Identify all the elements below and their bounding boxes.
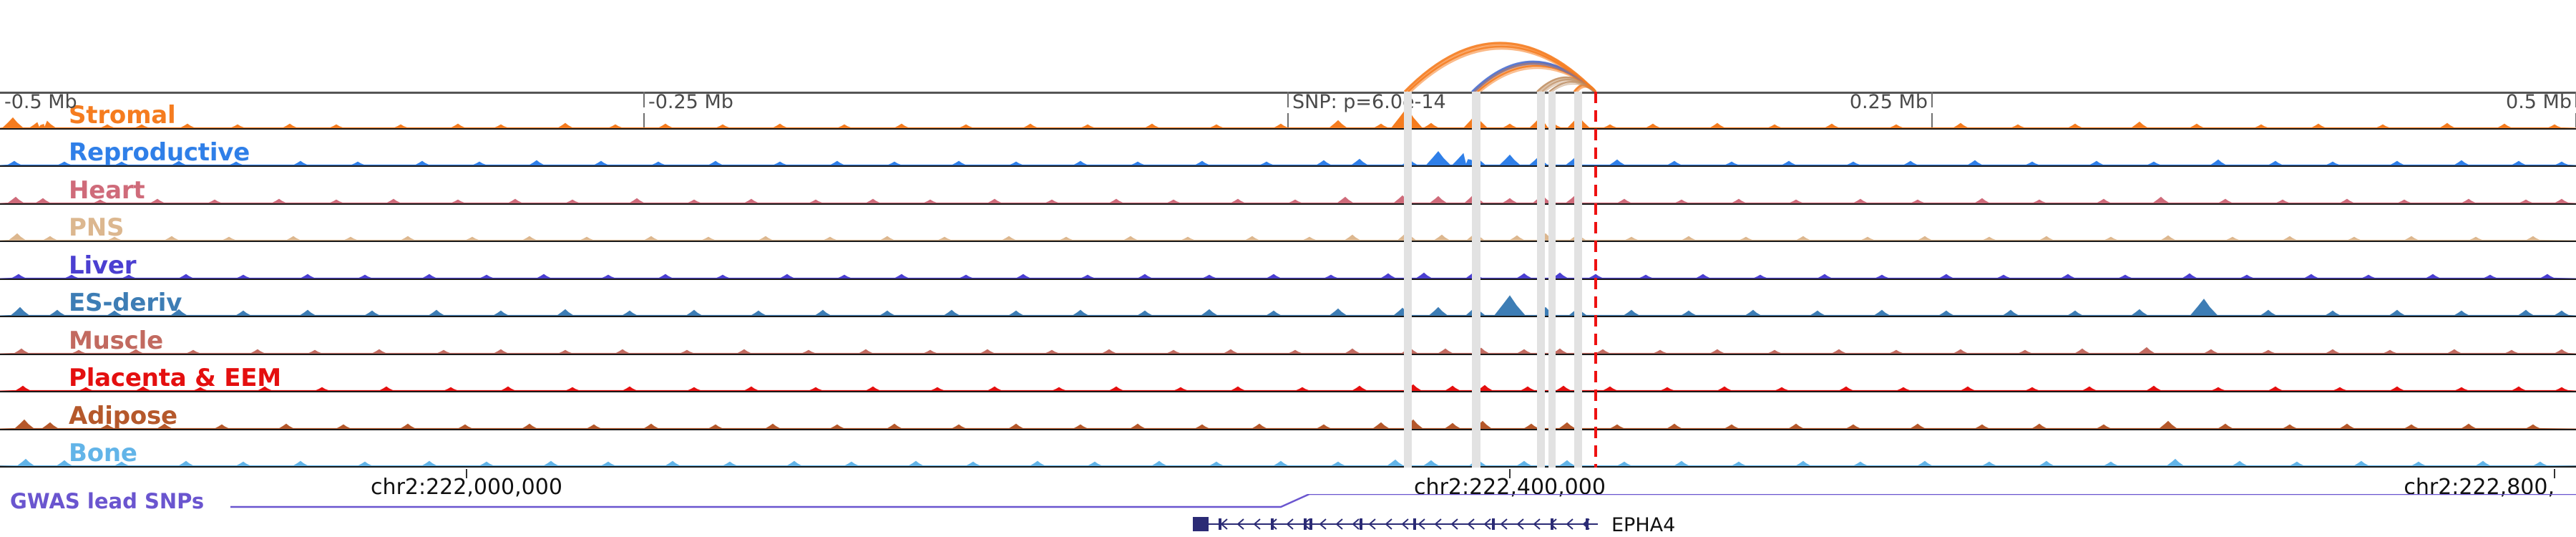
track-label-placenta-eem: Placenta & EEM (69, 364, 281, 392)
gene-strand-chevron (1352, 518, 1360, 530)
track-label-pns: PNS (69, 213, 125, 242)
track-stromal[interactable]: Stromal -0.5 Mb -0.25 Mb SNP: p=6.0e-14 0.25… (0, 92, 2576, 130)
axis-tick (1931, 113, 1933, 127)
gene-strand-chevron (1566, 518, 1574, 530)
track-baseline (0, 391, 2576, 392)
gene-strand-chevron (1286, 518, 1294, 530)
gene-strand-chevron (1385, 518, 1392, 530)
signal-profile-placenta-eem (0, 384, 2576, 391)
coordinate-label: chr2:222,000,000 (371, 475, 562, 500)
axis-tick (643, 92, 645, 107)
axis-tick-label: 0.25 Mb (1849, 91, 1928, 113)
gene-exon (1551, 518, 1553, 530)
gene-strand-chevron (1335, 518, 1343, 530)
gene-strand-chevron (1533, 518, 1541, 530)
coordinate-tick (2554, 469, 2555, 478)
track-label-bone: Bone (69, 439, 137, 468)
signal-profile-bone (0, 458, 2576, 466)
track-es-deriv[interactable]: ES-deriv (0, 280, 2576, 317)
signal-profile-reproductive (0, 151, 2576, 165)
track-placenta-eem[interactable]: Placenta & EEM (0, 355, 2576, 392)
gene-strand-chevron (1483, 518, 1491, 530)
gene-exon (1271, 518, 1274, 530)
gene-strand-chevron (1434, 518, 1442, 530)
gene-exon (1219, 518, 1221, 530)
track-baseline (0, 428, 2576, 430)
track-baseline (0, 127, 2576, 130)
axis-tick (1287, 113, 1289, 127)
axis-tick (643, 113, 645, 127)
gene-strand-chevron (1368, 518, 1376, 530)
track-label-stromal: Stromal (69, 100, 176, 130)
signal-profile-adipose (0, 419, 2576, 429)
track-label-es-deriv: ES-deriv (69, 289, 182, 317)
signal-profile-liver (0, 271, 2576, 279)
gene-strand-chevron (1500, 518, 1508, 530)
track-baseline (0, 241, 2576, 242)
signal-track-stack: Stromal -0.5 Mb -0.25 Mb SNP: p=6.0e-14 0.25… (0, 92, 2576, 468)
gene-strand-arrows (1193, 517, 1590, 531)
track-label-heart: Heart (69, 175, 145, 205)
gwas-lead-snps-label: GWAS lead SNPs (10, 489, 205, 513)
gene-model-track[interactable]: EPHA4 (0, 514, 2576, 537)
coordinate-tick (466, 469, 467, 478)
gene-strand-chevron (1450, 518, 1458, 530)
track-liver[interactable]: Liver (0, 242, 2576, 280)
track-baseline (0, 466, 2576, 468)
axis-tick-label: 0.5 Mb (2506, 91, 2572, 113)
gene-strand-chevron (1467, 518, 1475, 530)
gene-strand-chevron (1516, 518, 1524, 530)
chromatin-interaction-arcs (1403, 42, 1597, 93)
axis-tick (1287, 92, 1289, 107)
interaction-arc (1407, 44, 1596, 92)
gene-exon (1413, 518, 1416, 530)
track-heart[interactable]: Heart (0, 167, 2576, 205)
track-label-reproductive: Reproductive (69, 138, 250, 167)
gene-strand-chevron (1418, 518, 1425, 530)
signal-profile-stromal (0, 107, 2576, 128)
track-reproductive[interactable]: Reproductive (0, 130, 2576, 167)
gene-exon (1304, 518, 1307, 530)
track-pns[interactable]: PNS (0, 205, 2576, 242)
signal-profile-muscle (0, 347, 2576, 354)
axis-tick (1931, 92, 1933, 107)
gene-exon (1360, 518, 1362, 530)
gene-strand-chevron (1236, 518, 1244, 530)
gwas-snp-line (230, 494, 2576, 508)
signal-profile-pns (0, 231, 2576, 241)
track-adipose[interactable]: Adipose (0, 392, 2576, 430)
axis-tick-label: -0.25 Mb (648, 91, 733, 113)
axis-tick-label: -0.5 Mb (4, 91, 77, 113)
track-label-muscle: Muscle (69, 326, 163, 355)
axis-tick-label: SNP: p=6.0e-14 (1292, 91, 1446, 113)
track-muscle[interactable]: Muscle (0, 317, 2576, 355)
signal-profile-es-deriv (0, 295, 2576, 316)
interaction-arc (1576, 86, 1596, 92)
gwas-lead-snps-track: GWAS lead SNPs (0, 489, 2576, 516)
gwas-track-line (230, 494, 2576, 508)
gene-name-label: EPHA4 (1611, 514, 1676, 536)
gene-strand-chevron (1253, 518, 1261, 530)
track-label-adipose: Adipose (69, 401, 177, 430)
track-baseline (0, 278, 2576, 280)
track-baseline (0, 165, 2576, 167)
gene-exon (1309, 518, 1312, 530)
coordinate-tick (1509, 469, 1511, 478)
track-baseline (0, 353, 2576, 355)
gene-strand-chevron (1220, 518, 1228, 530)
gene-exon (1586, 518, 1589, 530)
gene-body-line (1193, 523, 1598, 525)
gene-exon (1492, 518, 1495, 530)
signal-profile-heart (0, 193, 2576, 203)
track-baseline (0, 203, 2576, 205)
gene-exon-block (1193, 517, 1209, 531)
track-label-liver: Liver (69, 251, 137, 280)
gene-strand-chevron (1319, 518, 1327, 530)
track-bone[interactable]: Bone (0, 430, 2576, 468)
track-baseline (0, 316, 2576, 317)
gene-strand-chevron (1401, 518, 1409, 530)
